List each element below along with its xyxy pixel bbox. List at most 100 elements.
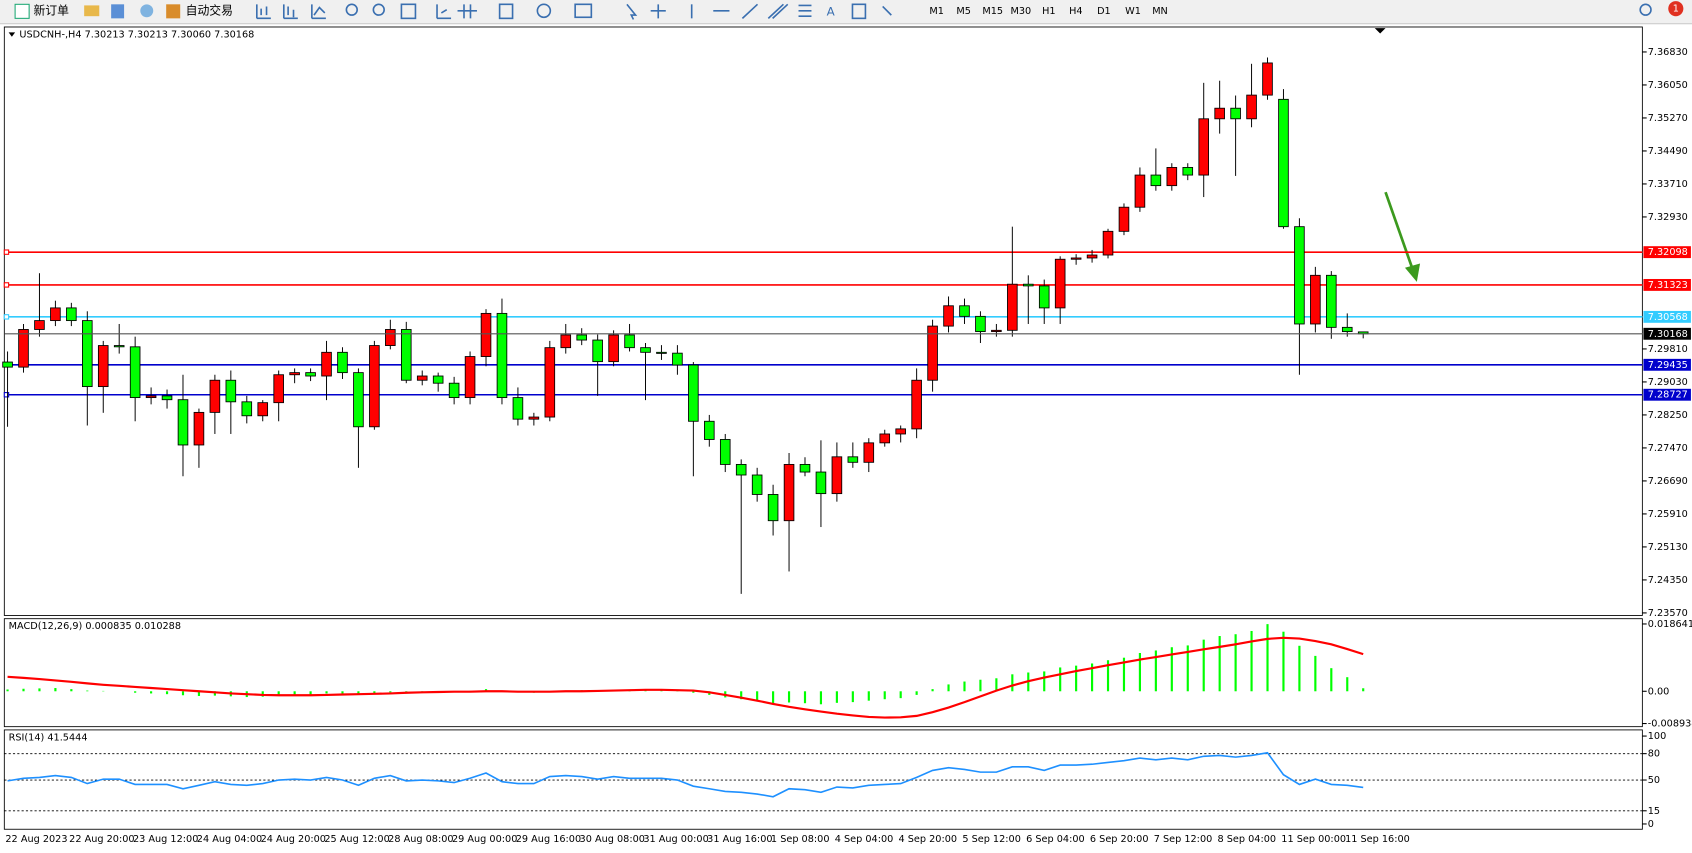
auto-trade-button[interactable]: 自动交易 bbox=[186, 3, 233, 17]
candle-body bbox=[97, 345, 109, 388]
timeframe-button[interactable]: H4 bbox=[1069, 6, 1082, 17]
timeframe-button[interactable]: M5 bbox=[956, 6, 971, 17]
y-tick-label: 7.27470 bbox=[1648, 443, 1688, 454]
timeframe-button[interactable]: M30 bbox=[1010, 6, 1031, 17]
notification-count[interactable]: 1 bbox=[1673, 4, 1679, 15]
x-tick-label: 11 Sep 00:00 bbox=[1281, 834, 1346, 845]
macd-signal bbox=[7, 636, 1364, 719]
x-tick-label: 1 Sep 08:00 bbox=[771, 834, 830, 845]
candle-body bbox=[369, 345, 380, 428]
y-tick-label: 0.018641 bbox=[1648, 619, 1692, 630]
tile[interactable] bbox=[400, 3, 417, 20]
candle-body bbox=[416, 375, 428, 381]
candle-body bbox=[1070, 257, 1082, 260]
shapes[interactable] bbox=[882, 5, 892, 16]
candle-body bbox=[847, 456, 859, 463]
candle-body bbox=[656, 351, 667, 354]
x-tick-label: 22 Aug 20:00 bbox=[69, 834, 134, 845]
timeframe-button[interactable]: H1 bbox=[1042, 6, 1055, 17]
shift[interactable] bbox=[457, 4, 477, 19]
level-label: 7.28727 bbox=[1648, 390, 1688, 401]
candle-body bbox=[943, 305, 954, 327]
candle-body bbox=[82, 320, 93, 388]
chart-type-icon[interactable] bbox=[311, 4, 326, 20]
chart-type-icon[interactable] bbox=[282, 4, 298, 20]
search[interactable] bbox=[1639, 3, 1652, 16]
x-tick-label: 24 Aug 20:00 bbox=[261, 834, 326, 845]
timeframe-button[interactable]: M1 bbox=[929, 6, 944, 17]
candle-body bbox=[400, 329, 412, 381]
candle-body bbox=[512, 397, 524, 420]
candle-body bbox=[1150, 174, 1162, 187]
new-order-icon[interactable] bbox=[14, 3, 30, 19]
fibonacci[interactable] bbox=[798, 4, 812, 18]
x-tick-label: 24 Aug 04:00 bbox=[197, 834, 262, 845]
candle-body bbox=[1054, 258, 1066, 309]
x-tick-label: 28 Aug 08:00 bbox=[388, 834, 453, 845]
candle-body bbox=[1246, 94, 1257, 120]
candle-body bbox=[1007, 283, 1018, 331]
y-tick-label: 0.00 bbox=[1648, 686, 1670, 697]
title-marker bbox=[8, 32, 16, 37]
y-tick-label: 7.25910 bbox=[1648, 509, 1688, 520]
candle-body bbox=[640, 347, 651, 353]
zoom-in[interactable] bbox=[345, 3, 358, 16]
zoom-out[interactable] bbox=[372, 3, 385, 16]
y-tick-label: -0.008934 bbox=[1648, 719, 1692, 730]
x-tick-label: 22 Aug 2023 bbox=[5, 834, 67, 845]
tool-icon[interactable] bbox=[84, 5, 100, 17]
trendline[interactable] bbox=[741, 3, 759, 19]
candle-body bbox=[34, 320, 45, 330]
tool-icon[interactable] bbox=[111, 4, 125, 19]
candle-body bbox=[528, 416, 540, 420]
panel-frame bbox=[3, 729, 1643, 830]
label-tool[interactable] bbox=[851, 3, 867, 20]
candle-body bbox=[448, 382, 460, 399]
periods[interactable] bbox=[536, 3, 552, 19]
timeframe-button[interactable]: W1 bbox=[1125, 6, 1141, 17]
templates[interactable] bbox=[574, 3, 593, 19]
y-tick-label: 7.28250 bbox=[1648, 410, 1688, 421]
candle-body bbox=[50, 307, 61, 322]
candle-body bbox=[544, 347, 556, 418]
tool-icon[interactable] bbox=[140, 4, 154, 18]
candle-body bbox=[1118, 206, 1130, 232]
crosshair[interactable] bbox=[650, 4, 666, 19]
y-tick-label: 80 bbox=[1648, 749, 1660, 760]
timeframe-button[interactable]: D1 bbox=[1097, 6, 1111, 17]
y-tick-label: 7.25130 bbox=[1648, 542, 1688, 553]
text-tool[interactable]: A bbox=[827, 4, 836, 18]
annotation-arrow bbox=[1384, 191, 1415, 273]
candle-body bbox=[1182, 167, 1194, 176]
bid-label: 7.30168 bbox=[1648, 329, 1688, 340]
new-order-button[interactable]: 新订单 bbox=[33, 3, 69, 17]
indicators[interactable] bbox=[498, 3, 514, 20]
y-tick-label: 7.35270 bbox=[1648, 113, 1688, 124]
timeframe-button[interactable]: M15 bbox=[982, 6, 1003, 17]
level-handle bbox=[3, 392, 10, 398]
candle-body bbox=[18, 329, 29, 368]
x-tick-label: 7 Sep 12:00 bbox=[1154, 834, 1213, 845]
candle-body bbox=[608, 334, 619, 363]
x-tick-label: 6 Sep 04:00 bbox=[1026, 834, 1085, 845]
y-tick-label: 7.36830 bbox=[1648, 47, 1688, 58]
x-tick-label: 23 Aug 12:00 bbox=[133, 834, 198, 845]
cursor[interactable] bbox=[626, 3, 638, 20]
x-tick-label: 29 Aug 00:00 bbox=[452, 834, 517, 845]
notification-badge[interactable] bbox=[1668, 1, 1684, 17]
auto-trade-icon[interactable] bbox=[166, 4, 181, 19]
autoscroll[interactable] bbox=[436, 4, 452, 20]
candle-body bbox=[177, 399, 189, 446]
candle-body bbox=[688, 364, 699, 422]
candle-body bbox=[129, 346, 141, 399]
chart-type-icon[interactable] bbox=[256, 4, 271, 20]
candle-body bbox=[257, 402, 269, 417]
x-tick-label: 6 Sep 20:00 bbox=[1090, 834, 1149, 845]
timeframe-button[interactable]: MN bbox=[1152, 6, 1168, 17]
candle-body bbox=[337, 351, 348, 374]
channel[interactable] bbox=[767, 3, 789, 19]
x-tick-label: 11 Sep 16:00 bbox=[1345, 834, 1410, 845]
x-tick-label: 31 Aug 16:00 bbox=[707, 834, 772, 845]
